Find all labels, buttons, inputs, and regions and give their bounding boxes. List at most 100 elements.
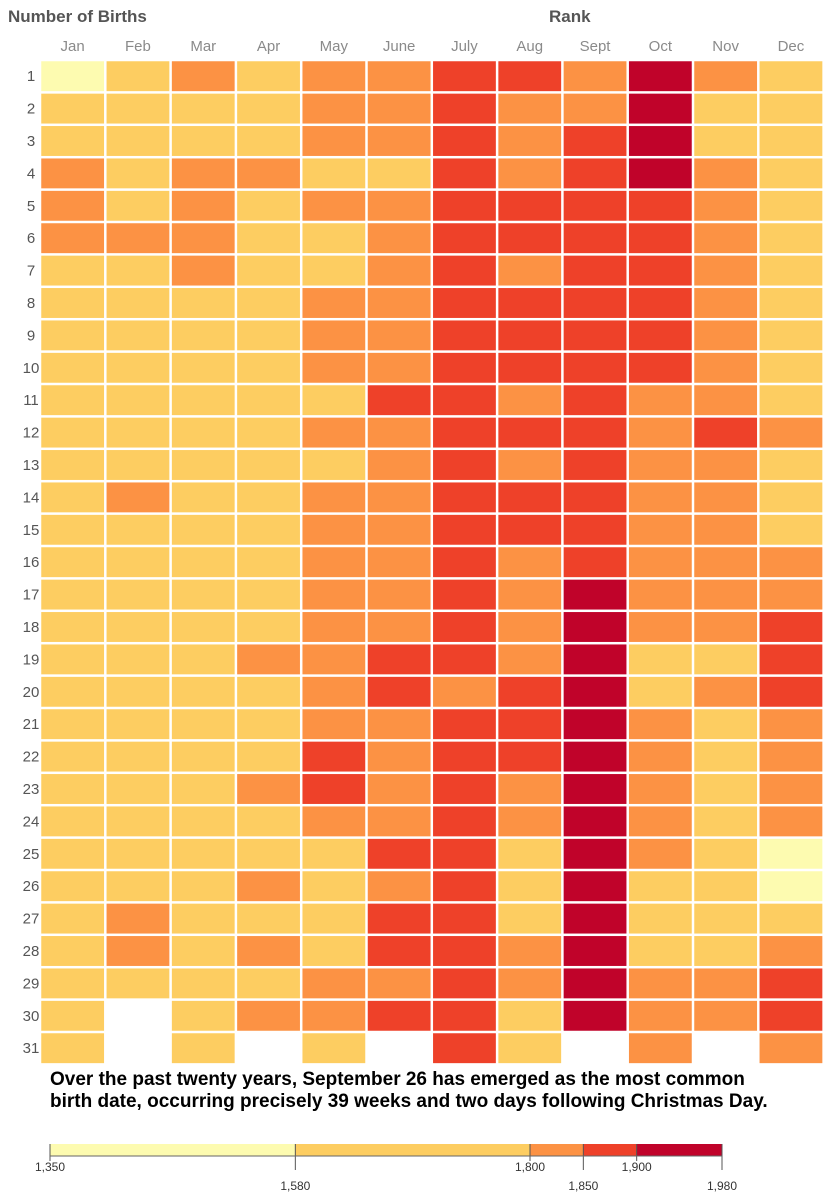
heatmap-cell (759, 514, 823, 545)
heatmap-cell (498, 1000, 562, 1031)
day-label: 13 (23, 457, 40, 474)
heatmap-cell (302, 126, 366, 156)
heatmap-cell (106, 126, 170, 156)
heatmap-cell (106, 320, 170, 351)
heatmap-cell (694, 612, 758, 642)
heatmap-cell (41, 320, 105, 351)
heatmap-cell (498, 255, 562, 286)
heatmap-cell (41, 774, 105, 804)
day-label: 24 (23, 813, 40, 830)
heatmap-cell (302, 320, 366, 351)
heatmap-cell (106, 352, 170, 383)
day-label: 3 (27, 133, 35, 150)
heatmap-cell (694, 903, 758, 934)
heatmap-cell (694, 223, 758, 254)
heatmap-cell (498, 936, 562, 966)
heatmap-cell (171, 450, 235, 480)
heatmap-cell (237, 936, 300, 966)
heatmap-cell (694, 676, 758, 707)
day-label: 6 (27, 230, 35, 247)
heatmap-cell (237, 579, 300, 610)
heatmap-cell (628, 288, 692, 318)
heatmap-cell (171, 1033, 235, 1064)
heatmap-cell (41, 806, 105, 837)
heatmap-cell (433, 936, 496, 966)
heatmap-cell (367, 126, 431, 156)
heatmap-cell (171, 93, 235, 124)
heatmap-cell (628, 93, 692, 124)
heatmap-cell (498, 871, 562, 902)
heatmap-cell (237, 385, 300, 416)
heatmap-cell (628, 1000, 692, 1031)
heatmap-cell (237, 288, 300, 318)
heatmap-cell (237, 806, 300, 837)
heatmap-cell (367, 288, 431, 318)
heatmap-cell (694, 741, 758, 772)
heatmap-cell (759, 417, 823, 448)
heatmap-cell (498, 93, 562, 124)
month-label: Sept (580, 38, 612, 55)
heatmap-cell (106, 385, 170, 416)
heatmap-cell (563, 255, 627, 286)
heatmap-cell (106, 774, 170, 804)
heatmap-cell (694, 158, 758, 189)
heatmap-cell (302, 579, 366, 610)
heatmap-cell (41, 223, 105, 254)
heatmap-cell (302, 482, 366, 513)
heatmap-cell (106, 514, 170, 545)
heatmap-cell (302, 417, 366, 448)
heatmap-cell (171, 612, 235, 642)
heatmap-cell (694, 61, 758, 92)
heatmap-cell (433, 320, 496, 351)
heatmap-cell (237, 126, 300, 156)
heatmap-cell (563, 676, 627, 707)
heatmap-cell (759, 223, 823, 254)
heatmap-cell (433, 1033, 496, 1064)
heatmap-cell (563, 61, 627, 92)
heatmap-cell (41, 61, 105, 92)
heatmap-cell (759, 838, 823, 869)
heatmap-cell (563, 612, 627, 642)
heatmap-cell (498, 61, 562, 92)
legend-swatch (50, 1144, 296, 1156)
heatmap-cell (41, 255, 105, 286)
heatmap-cell (171, 644, 235, 675)
heatmap-cell (41, 514, 105, 545)
legend-swatch (583, 1144, 637, 1156)
heatmap-cell (41, 903, 105, 934)
heatmap-cell (106, 838, 170, 869)
heatmap-cell (563, 352, 627, 383)
heatmap-cell (759, 320, 823, 351)
heatmap-cell (563, 126, 627, 156)
heatmap-cell (563, 741, 627, 772)
day-label: 25 (23, 846, 40, 863)
heatmap-cell (171, 320, 235, 351)
heatmap-cell (759, 1000, 823, 1031)
heatmap-cell (302, 547, 366, 578)
heatmap-cell (171, 774, 235, 804)
heatmap-cell (759, 385, 823, 416)
day-label: 1 (27, 68, 35, 85)
legend-tick-label: 1,580 (280, 1179, 310, 1193)
heatmap-cell (563, 223, 627, 254)
heatmap-cell (498, 968, 562, 999)
month-label: Dec (778, 38, 805, 55)
heatmap-cell (498, 482, 562, 513)
heatmap-cell (563, 579, 627, 610)
heatmap-cell (498, 1033, 562, 1064)
month-label: July (451, 38, 478, 55)
heatmap-cell (237, 190, 300, 221)
heatmap-cell (237, 838, 300, 869)
heatmap-cell (694, 126, 758, 156)
heatmap-cell (759, 352, 823, 383)
heatmap-cell (171, 255, 235, 286)
heatmap-cell (759, 903, 823, 934)
heatmap-cell (106, 93, 170, 124)
heatmap-cell (433, 255, 496, 286)
heatmap-cell (759, 644, 823, 675)
heatmap-cell (433, 385, 496, 416)
heatmap-cell (498, 579, 562, 610)
heatmap-cell (433, 547, 496, 578)
day-label: 16 (23, 554, 40, 571)
heatmap-cell (106, 579, 170, 610)
